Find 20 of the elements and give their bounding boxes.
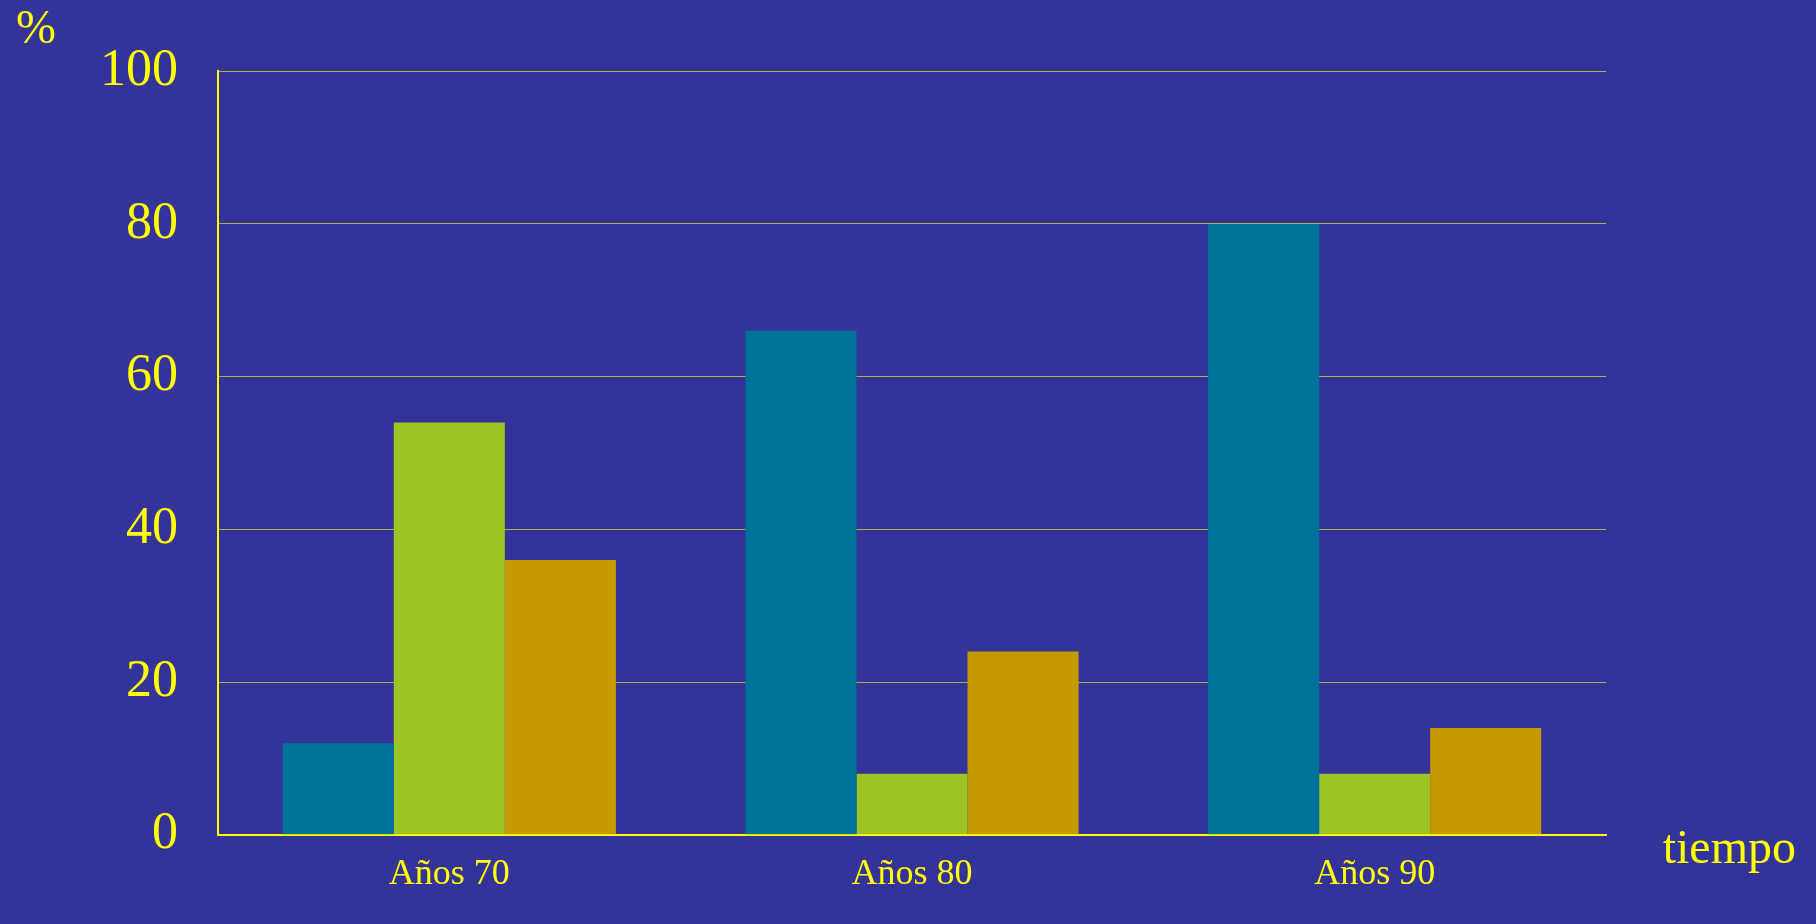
y-tick-label: 100 [100,38,178,96]
bar [967,651,1079,835]
x-tick-label: Años 80 [851,851,973,892]
y-tick-label: 80 [126,191,178,249]
bar [856,773,968,835]
y-tick-label: 60 [126,344,178,402]
bar [745,330,857,835]
x-axis-title: tiempo [1662,820,1796,874]
x-tick-label: Años 90 [1314,851,1436,892]
bar [1208,223,1320,835]
x-tick-label: Años 70 [388,851,510,892]
bar [393,422,505,835]
bar [282,743,394,835]
bar [1430,727,1542,835]
y-axis-title: % [16,0,56,53]
y-tick-label: 0 [152,802,178,860]
bar [504,559,616,835]
bar [1319,773,1431,835]
y-tick-label: 20 [126,649,178,707]
y-tick-label: 40 [126,497,178,555]
